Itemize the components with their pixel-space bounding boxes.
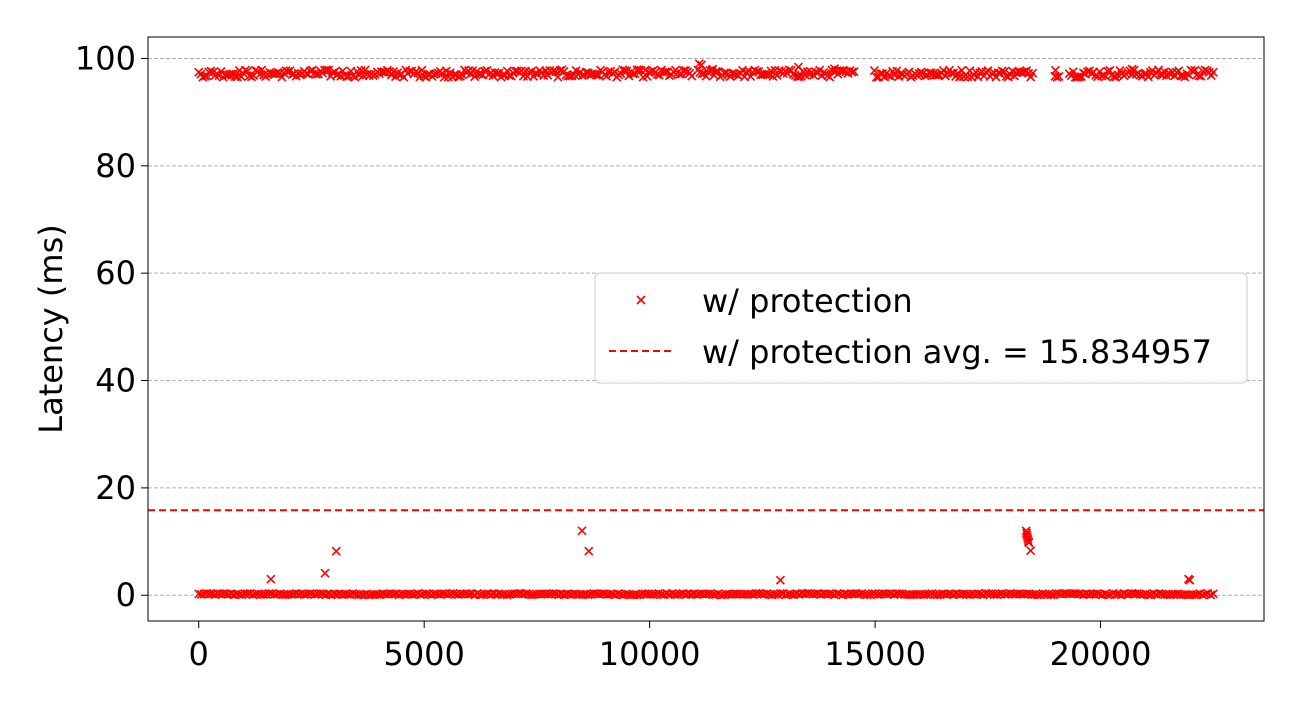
data-point xyxy=(1208,67,1218,77)
data-point xyxy=(543,70,553,80)
data-point xyxy=(613,588,623,599)
data-point xyxy=(708,64,718,74)
data-point xyxy=(521,589,531,599)
data-point xyxy=(849,66,859,77)
x-tick-label: 10000 xyxy=(599,635,701,673)
x-tick-label: 15000 xyxy=(824,635,926,673)
x-tick-label: 0 xyxy=(189,635,209,673)
data-point xyxy=(1054,71,1064,82)
data-point xyxy=(1028,68,1038,78)
data-point xyxy=(696,60,707,70)
data-point xyxy=(869,65,879,76)
data-point xyxy=(1103,590,1113,600)
legend-label-points: w/ protection xyxy=(702,282,913,320)
data-point xyxy=(584,546,594,556)
data-point xyxy=(439,72,449,82)
data-points xyxy=(194,59,1218,600)
data-point xyxy=(577,526,587,536)
data-point xyxy=(1032,590,1042,600)
y-tick-label: 80 xyxy=(95,147,136,185)
legend-box xyxy=(594,272,1248,384)
data-point xyxy=(775,575,785,585)
data-point xyxy=(470,72,480,82)
axis-ticks: 0 20 40 60 80 100 0 5000 10000 15000 20000 xyxy=(75,39,1152,673)
y-tick-label: 20 xyxy=(95,469,136,507)
data-point xyxy=(421,588,431,599)
data-point xyxy=(242,66,252,76)
data-point xyxy=(1092,588,1102,599)
data-point xyxy=(226,69,236,79)
data-point xyxy=(832,588,842,599)
data-point xyxy=(583,590,593,600)
data-point xyxy=(762,588,772,599)
y-tick-label: 60 xyxy=(95,254,136,292)
data-point xyxy=(856,588,867,599)
data-point xyxy=(417,65,427,75)
plot-frame xyxy=(147,36,1265,622)
data-point xyxy=(1023,534,1033,544)
legend: w/ protection w/ protection avg. = 15.83… xyxy=(594,272,1248,384)
y-axis-label: Latency (ms) xyxy=(32,224,70,433)
data-point xyxy=(1052,72,1062,82)
y-tick-label: 40 xyxy=(95,362,136,400)
data-point xyxy=(548,588,558,599)
data-point xyxy=(775,588,785,599)
data-point xyxy=(694,59,704,69)
legend-label-average: w/ protection avg. = 15.834957 xyxy=(702,333,1212,371)
x-tick-label: 5000 xyxy=(383,635,464,673)
data-point xyxy=(1127,64,1137,74)
data-point xyxy=(1197,590,1208,600)
data-point xyxy=(448,588,458,598)
data-point xyxy=(654,588,664,599)
data-point xyxy=(1046,590,1056,600)
y-tick-label: 100 xyxy=(75,39,136,77)
data-point xyxy=(1206,590,1216,600)
data-point xyxy=(321,65,332,75)
x-tick-label: 20000 xyxy=(1050,635,1152,673)
data-point xyxy=(793,62,804,72)
data-point xyxy=(1185,575,1195,585)
data-point xyxy=(301,69,311,79)
data-point xyxy=(266,574,276,584)
data-point xyxy=(927,588,937,599)
data-point xyxy=(862,590,872,600)
data-point xyxy=(257,65,267,75)
data-point xyxy=(1026,546,1036,556)
data-point xyxy=(348,588,358,599)
data-point xyxy=(829,64,840,74)
data-point xyxy=(331,546,341,556)
data-point xyxy=(1024,538,1034,548)
y-tick-label: 0 xyxy=(116,576,136,614)
data-point xyxy=(1208,589,1218,599)
data-point xyxy=(636,295,646,305)
data-point xyxy=(847,67,857,77)
data-point xyxy=(1143,590,1153,600)
data-point xyxy=(242,588,252,599)
data-point xyxy=(504,70,514,81)
data-point xyxy=(320,568,330,578)
legend-marker xyxy=(636,295,646,305)
data-point xyxy=(654,70,664,80)
data-point xyxy=(1050,65,1061,75)
